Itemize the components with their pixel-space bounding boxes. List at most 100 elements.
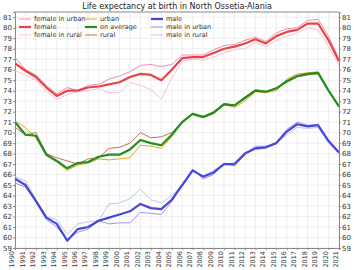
tick-label: 72 bbox=[342, 108, 351, 116]
tick-label: 68 bbox=[342, 150, 351, 158]
tick-mark bbox=[339, 227, 341, 228]
tick-mark bbox=[13, 185, 15, 186]
tick-label: 2011 bbox=[228, 251, 236, 268]
tick: 2016 bbox=[280, 248, 288, 268]
grid-line-x bbox=[213, 12, 214, 248]
tick-mark bbox=[25, 248, 26, 250]
tick: 2009 bbox=[207, 248, 215, 268]
tick: 74 bbox=[3, 87, 15, 95]
tick-label: 2021 bbox=[332, 251, 340, 268]
tick: 2002 bbox=[134, 248, 142, 268]
tick-mark bbox=[109, 248, 110, 250]
tick-mark bbox=[13, 217, 15, 218]
tick: 61 bbox=[339, 224, 351, 232]
tick: 64 bbox=[3, 192, 15, 200]
tick-mark bbox=[13, 196, 15, 197]
grid-line-x bbox=[46, 12, 47, 248]
grid-line-x bbox=[192, 12, 193, 248]
tick-label: 79 bbox=[342, 35, 351, 43]
tick-label: 67 bbox=[3, 161, 12, 169]
grid-line-x bbox=[161, 12, 162, 248]
tick-mark bbox=[339, 101, 341, 102]
tick-label: 70 bbox=[3, 129, 12, 137]
tick-mark bbox=[13, 101, 15, 102]
tick: 73 bbox=[339, 98, 351, 106]
tick-mark bbox=[339, 217, 341, 218]
grid-line-x bbox=[35, 12, 36, 248]
legend-label: female in urban bbox=[34, 15, 86, 23]
tick-mark bbox=[13, 122, 15, 123]
tick-label: 1994 bbox=[50, 251, 58, 268]
tick-label: 76 bbox=[3, 66, 12, 74]
tick-mark bbox=[339, 154, 341, 155]
tick-label: 2008 bbox=[196, 251, 204, 268]
legend-label: female in rural bbox=[34, 31, 82, 39]
legend: female in urbanfemalefemale in ruralurba… bbox=[19, 15, 211, 39]
tick: 69 bbox=[339, 140, 351, 148]
grid-line-y bbox=[15, 111, 339, 112]
tick-label: 2013 bbox=[249, 251, 257, 268]
tick-mark bbox=[13, 238, 15, 239]
tick-mark bbox=[13, 164, 15, 165]
tick-label: 63 bbox=[342, 203, 351, 211]
grid-line-x bbox=[88, 12, 89, 248]
tick-mark bbox=[36, 248, 37, 250]
tick: 59 bbox=[339, 245, 351, 253]
tick: 77 bbox=[3, 56, 15, 64]
tick-label: 2005 bbox=[165, 251, 173, 268]
tick-mark bbox=[276, 248, 277, 250]
tick-label: 59 bbox=[342, 245, 351, 253]
tick: 1996 bbox=[71, 248, 79, 268]
legend-item: female bbox=[19, 23, 56, 31]
grid-line-x bbox=[297, 12, 298, 248]
tick-label: 73 bbox=[3, 98, 12, 106]
tick-mark bbox=[182, 248, 183, 250]
grid-line-x bbox=[307, 12, 308, 248]
tick-mark bbox=[266, 248, 267, 250]
grid-line-x bbox=[129, 12, 130, 248]
tick-label: 2010 bbox=[217, 251, 225, 268]
tick-label: 63 bbox=[3, 203, 12, 211]
tick-label: 75 bbox=[3, 77, 12, 85]
legend-item: male in urban bbox=[151, 23, 211, 31]
tick: 2019 bbox=[311, 248, 319, 268]
tick-mark bbox=[339, 80, 341, 81]
legend-swatch bbox=[151, 18, 163, 20]
tick-label: 62 bbox=[3, 213, 12, 221]
tick-mark bbox=[57, 248, 58, 250]
tick-mark bbox=[339, 17, 341, 18]
tick-label: 1996 bbox=[71, 251, 79, 268]
series-line bbox=[15, 124, 339, 240]
grid-line-y bbox=[15, 101, 339, 102]
tick: 65 bbox=[3, 182, 15, 190]
legend-label: rural bbox=[100, 31, 115, 39]
tick-label: 77 bbox=[342, 56, 351, 64]
tick-label: 61 bbox=[342, 224, 351, 232]
tick: 2020 bbox=[322, 248, 330, 268]
grid-line-x bbox=[244, 12, 245, 248]
tick-label: 67 bbox=[342, 161, 351, 169]
tick: 67 bbox=[339, 161, 351, 169]
legend-item: on average bbox=[85, 23, 137, 31]
grid-line-x bbox=[56, 12, 57, 248]
legend-label: female bbox=[34, 23, 56, 31]
tick: 69 bbox=[3, 140, 15, 148]
tick-mark bbox=[339, 49, 341, 50]
tick-mark bbox=[224, 248, 225, 250]
tick: 76 bbox=[3, 66, 15, 74]
tick: 2005 bbox=[165, 248, 173, 268]
tick-mark bbox=[13, 227, 15, 228]
tick-label: 64 bbox=[342, 192, 351, 200]
tick-mark bbox=[13, 175, 15, 176]
tick-label: 60 bbox=[342, 234, 351, 242]
grid-line-y bbox=[15, 195, 339, 196]
tick: 1998 bbox=[92, 248, 100, 268]
tick-mark bbox=[120, 248, 121, 250]
tick-mark bbox=[339, 143, 341, 144]
tick-mark bbox=[339, 59, 341, 60]
tick: 1993 bbox=[40, 248, 48, 268]
tick-mark bbox=[339, 122, 341, 123]
tick-label: 2004 bbox=[155, 251, 163, 268]
tick: 2006 bbox=[176, 248, 184, 268]
tick-mark bbox=[13, 59, 15, 60]
